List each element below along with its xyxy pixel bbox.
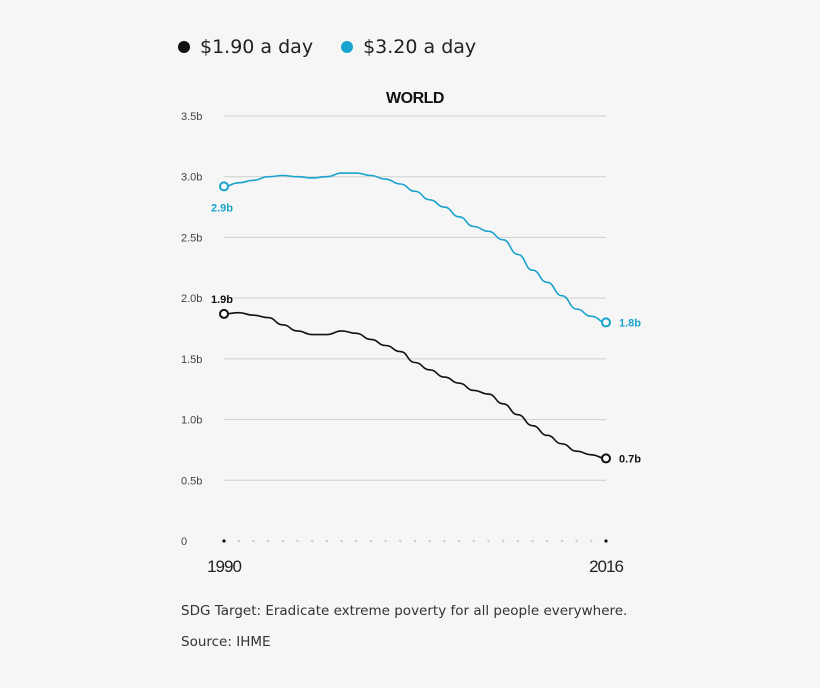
- legend-item: $3.20 a day: [341, 36, 476, 58]
- legend-label: $1.90 a day: [200, 36, 314, 58]
- series-start-marker: [219, 308, 229, 319]
- x-tick-dot: [325, 539, 329, 543]
- y-tick-label: 3.5b: [181, 111, 202, 123]
- x-tick-dot: [384, 539, 387, 543]
- legend: $1.90 a day $3.20 a day: [178, 36, 476, 58]
- end-value-label: 1.8b: [619, 317, 641, 329]
- y-tick-label: 1.0b: [181, 415, 202, 427]
- series-end-marker: [601, 453, 611, 464]
- x-tick-dot: [457, 539, 461, 543]
- x-tick-dot: [281, 539, 284, 543]
- x-tick-dot: [560, 539, 564, 543]
- x-tick-dot: [355, 539, 358, 543]
- y-tick-label: 1.5b: [181, 354, 202, 366]
- x-tick-dot: [413, 539, 417, 543]
- x-tick-dot: [369, 539, 373, 543]
- x-tick-dot: [266, 539, 270, 543]
- x-tick-dot: [501, 539, 505, 543]
- x-tick-dot: [590, 539, 593, 543]
- y-tick-label: 0: [181, 536, 187, 548]
- y-tick-label: 0.5b: [181, 475, 202, 487]
- legend-label: $3.20 a day: [363, 36, 477, 58]
- x-tick-dot: [428, 539, 431, 543]
- x-tick-dot: [237, 539, 240, 543]
- x-tick-dot: [222, 539, 226, 543]
- x-tick-label: 1990: [207, 557, 241, 576]
- series-start-marker: [219, 181, 229, 192]
- x-tick-dot: [516, 539, 520, 543]
- y-tick-label: 2.5b: [181, 232, 202, 244]
- x-tick-dot: [487, 539, 490, 543]
- x-tick-dot: [340, 539, 343, 543]
- x-tick-dot: [575, 539, 578, 543]
- series-line: [223, 311, 607, 460]
- x-tick-label: 2016: [589, 557, 623, 576]
- x-tick-dot: [472, 539, 475, 543]
- start-value-label: 1.9b: [211, 294, 233, 306]
- x-tick-dot: [310, 539, 314, 543]
- legend-dot-icon: [178, 41, 190, 53]
- x-tick-dot: [252, 539, 255, 543]
- x-tick-dot: [296, 539, 299, 543]
- x-tick-dot: [531, 539, 534, 543]
- y-tick-label: 2.0b: [181, 293, 202, 305]
- legend-dot-icon: [341, 41, 354, 53]
- chart-title: WORLD: [386, 90, 444, 107]
- start-value-label: 2.9b: [211, 202, 233, 214]
- footer-note: SDG Target: Eradicate extreme poverty fo…: [181, 603, 628, 619]
- series-end-marker: [601, 317, 611, 328]
- series-line: [223, 172, 607, 324]
- source: Source: IHME: [181, 634, 271, 650]
- x-tick-dot: [399, 539, 402, 543]
- legend-item: $1.90 a day: [178, 36, 313, 58]
- y-tick-label: 3.0b: [181, 172, 202, 184]
- x-tick-dot: [443, 539, 446, 543]
- end-value-label: 0.7b: [619, 453, 641, 465]
- x-tick-dot: [604, 539, 608, 543]
- x-tick-dot: [546, 539, 549, 543]
